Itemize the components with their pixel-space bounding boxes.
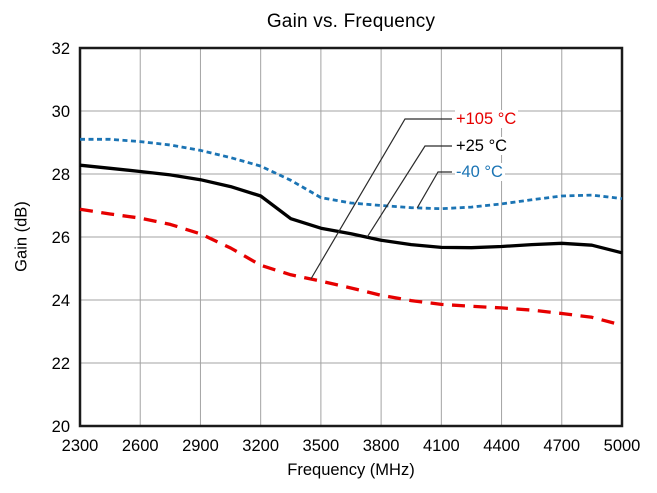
y-tick-label: 30 xyxy=(52,103,70,121)
curve-25c xyxy=(79,163,623,255)
x-tick-label: 3200 xyxy=(242,437,279,455)
x-tick-label: 2600 xyxy=(122,437,159,455)
y-tick-label: 24 xyxy=(52,292,70,310)
y-tick-label: 22 xyxy=(52,355,70,373)
legend-label-plus-25c: +25 °C xyxy=(455,137,510,155)
y-tick-label: 28 xyxy=(52,166,70,184)
y-tick-label: 20 xyxy=(52,418,70,436)
curve-40c xyxy=(80,137,623,211)
curve-105c xyxy=(79,207,623,327)
x-tick-label: 4700 xyxy=(543,437,580,455)
x-tick-label: 5000 xyxy=(604,437,641,455)
plot-frame xyxy=(78,46,624,428)
x-tick-label: 3500 xyxy=(303,437,340,455)
x-tick-label: 2300 xyxy=(62,437,99,455)
x-tick-label: 4100 xyxy=(423,437,460,455)
legend-callout-line xyxy=(416,171,452,209)
legend-label-minus-40c: -40 °C xyxy=(455,163,505,181)
x-tick-label: 4400 xyxy=(483,437,520,455)
x-tick-label: 2900 xyxy=(182,437,219,455)
legend-callout-line xyxy=(366,145,452,238)
y-axis-title: Gain (dB) xyxy=(12,201,31,272)
x-axis-title: Frequency (MHz) xyxy=(287,461,415,479)
legend-label-plus-105c: +105 °C xyxy=(455,110,519,128)
legend-callout-line xyxy=(310,118,452,280)
y-tick-label: 26 xyxy=(52,229,70,247)
chart-title: Gain vs. Frequency xyxy=(266,11,436,32)
x-tick-label: 3800 xyxy=(363,437,400,455)
y-tick-label: 32 xyxy=(52,40,70,58)
